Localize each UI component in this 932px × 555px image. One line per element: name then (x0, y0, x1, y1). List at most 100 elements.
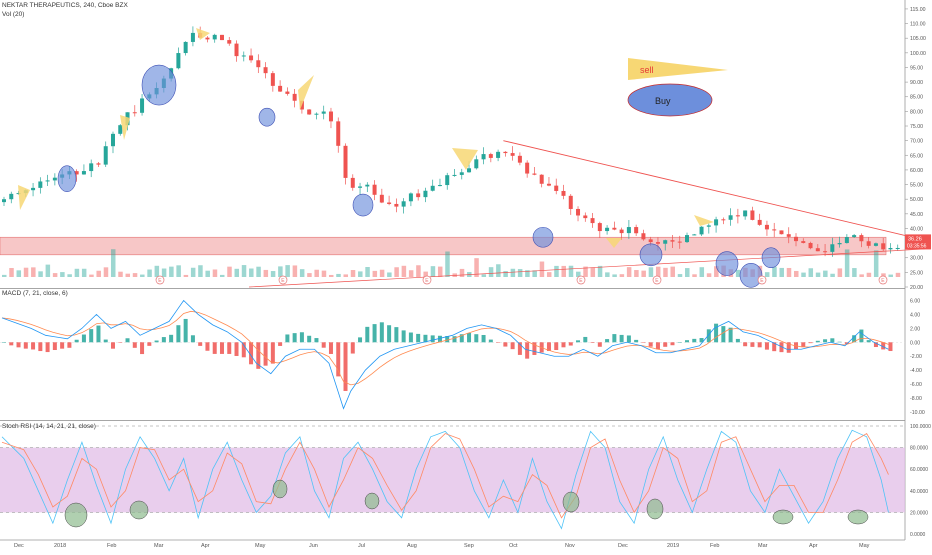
stoch-signal-marker (272, 479, 288, 499)
stoch-signal-marker (772, 509, 794, 525)
volume-bar (125, 273, 131, 277)
macd-histogram-bar (554, 342, 559, 351)
volume-bar (89, 274, 94, 277)
candle-body (118, 125, 123, 134)
sell-marker-triangle (606, 238, 622, 248)
candle-body (699, 226, 704, 235)
volume-bar (314, 269, 319, 277)
time-axis-tick-label: Apr (201, 543, 210, 549)
price-axis-tick-label: 25.00 (910, 270, 923, 276)
symbol-title: NEKTAR THERAPEUTICS, 240, Cboe BZX (2, 2, 128, 9)
time-axis-tick-label: May (255, 543, 266, 549)
volume-bar (496, 264, 501, 277)
macd-histogram-bar (169, 334, 174, 343)
price-axis-tick-label: 70.00 (910, 139, 923, 145)
volume-bar (74, 268, 80, 277)
volume-bar (38, 271, 43, 277)
candle-body (292, 93, 297, 101)
macd-histogram-bar (728, 327, 733, 343)
candle-body (619, 229, 624, 234)
stoch-rsi-label: Stoch RSI (14, 14, 21, 21, close) (2, 423, 96, 430)
candle-body (844, 237, 849, 244)
volume-bar (372, 270, 378, 277)
candle-body (408, 193, 413, 202)
macd-histogram-bar (757, 342, 762, 348)
buy-marker-circle (639, 243, 663, 267)
volume-bar (45, 264, 51, 277)
macd-histogram-bar (350, 342, 355, 354)
macd-axis-tick-label: 2.00 (910, 326, 920, 332)
volume-bar (430, 266, 436, 277)
candle-body (190, 32, 195, 42)
volume-bar (227, 266, 232, 277)
time-axis-tick-label: Feb (710, 543, 719, 549)
macd-histogram-bar (801, 342, 806, 347)
macd-histogram-bar (140, 342, 145, 355)
macd-line (1, 299, 889, 410)
candle-body (212, 34, 217, 40)
sell-marker-triangle (18, 185, 30, 210)
macd-histogram-bar (750, 342, 755, 347)
volume-bar (655, 266, 661, 277)
macd-histogram-bar (503, 342, 508, 347)
volume-bar (321, 270, 327, 277)
candle-body (794, 236, 799, 242)
candle-body (561, 190, 566, 196)
volume-bar (387, 272, 392, 277)
candle-body (328, 111, 333, 122)
volume-bar (459, 268, 465, 277)
volume-bar (336, 273, 341, 277)
volume-bar (517, 269, 523, 277)
macd-histogram-bar (692, 338, 697, 343)
macd-histogram-bar (685, 340, 690, 343)
earnings-letter: E (881, 278, 885, 284)
macd-histogram-bar (60, 342, 65, 349)
candle-body (234, 43, 239, 57)
macd-histogram-bar (9, 342, 14, 346)
last-price-label: 36.26 (908, 236, 922, 242)
volume-bar (270, 271, 276, 277)
macd-histogram-bar (234, 342, 239, 356)
candle-body (474, 159, 479, 169)
earnings-letter: E (425, 278, 429, 284)
candle-body (336, 121, 341, 146)
macd-histogram-bar (154, 340, 159, 343)
candle-body (663, 240, 668, 244)
earnings-marker (878, 275, 888, 285)
volume-bar (147, 269, 152, 277)
candle-body (459, 172, 464, 175)
macd-histogram-bar (546, 342, 551, 352)
volume-bar (873, 250, 879, 277)
volume-bar (401, 265, 407, 277)
volume-bar (169, 266, 174, 277)
volume-bar (895, 272, 901, 277)
volume-bar (779, 267, 784, 277)
volume-bar (285, 265, 290, 277)
time-axis-tick-label: May (859, 543, 870, 549)
volume-bar (154, 265, 160, 277)
buy-marker-circle (352, 193, 374, 217)
buy-marker-circle (532, 226, 554, 248)
macd-histogram-bar (408, 332, 413, 343)
legend-sell-triangle (628, 58, 728, 80)
volume-bar (823, 270, 828, 277)
price-axis-tick-label: 100.00 (910, 51, 926, 57)
support-trendline (249, 248, 925, 288)
price-axis-tick-label: 95.00 (910, 65, 923, 71)
macd-histogram-bar (597, 342, 602, 347)
volume-bar (278, 266, 283, 277)
candle-body (786, 234, 791, 237)
volume-bar (31, 267, 36, 277)
price-axis-tick-label: 80.00 (910, 109, 923, 115)
macd-histogram-bar (52, 342, 57, 351)
candle-body (38, 181, 43, 188)
volume-bar (256, 266, 261, 277)
volume-bar (576, 271, 581, 277)
candle-body (815, 248, 820, 252)
stoch-signal-marker (364, 492, 380, 510)
candle-body (641, 233, 646, 240)
macd-histogram-bar (103, 339, 108, 343)
volume-bar (532, 270, 537, 277)
candle-body (568, 195, 573, 209)
time-axis-tick-label: Dec (14, 543, 24, 549)
